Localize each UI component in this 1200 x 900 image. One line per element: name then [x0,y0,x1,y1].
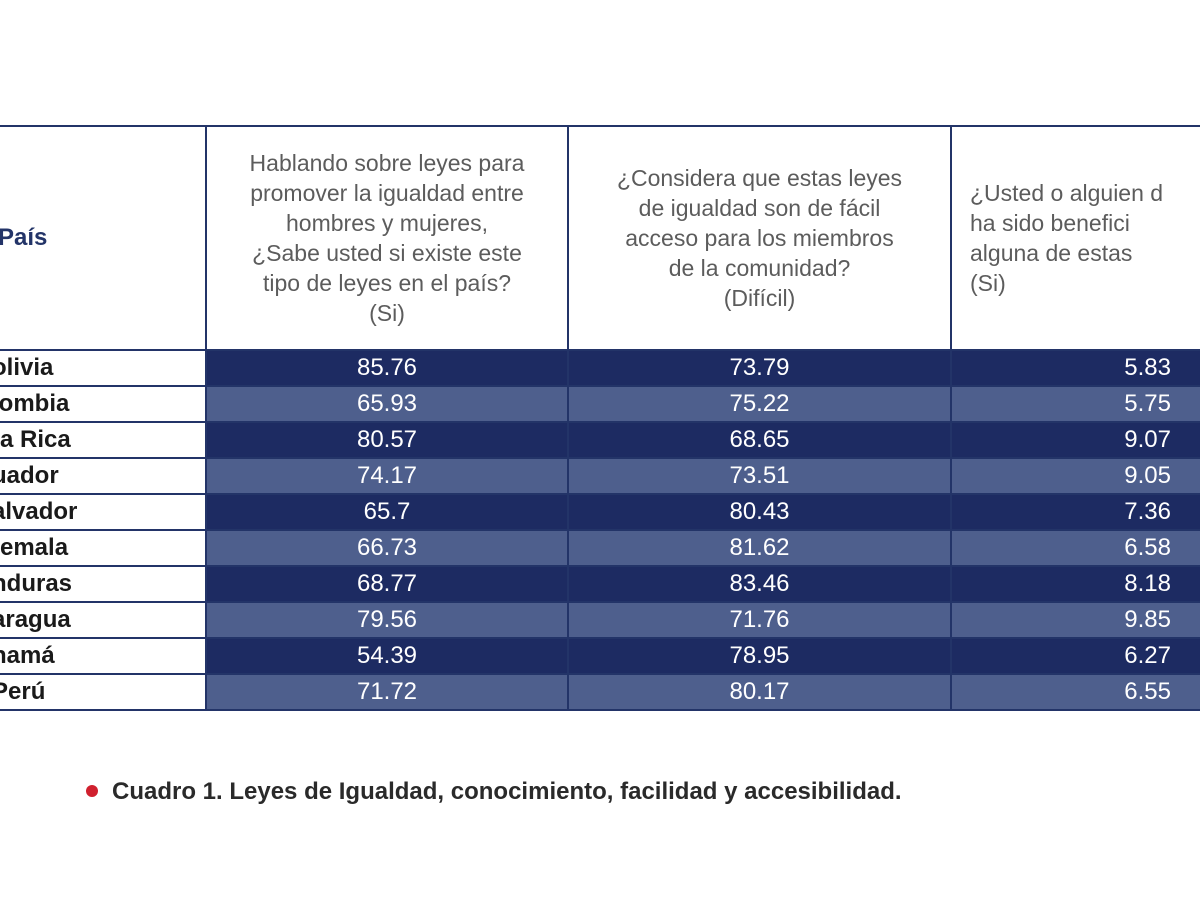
country-cell: namá [0,637,207,675]
q2-value-cell: 75.22 [567,385,952,423]
equality-laws-table: País Hablando sobre leyes para promover l… [0,125,1200,711]
q3-value-cell: 5.83 [950,349,1200,387]
q1-value-cell: 65.93 [205,385,569,423]
q2-value-cell: 80.43 [567,493,952,531]
q3-value-cell: 6.58 [950,529,1200,567]
header-line: promover la igualdad entre [250,180,524,206]
header-line: de igualdad son de fácil [638,195,881,221]
q2-value-cell: 81.62 [567,529,952,567]
q2-value-cell: 73.79 [567,349,952,387]
bullet-icon [86,784,98,797]
q1-value-cell: 85.76 [205,349,569,387]
q1-value-cell: 79.56 [205,601,569,639]
header-line: ¿Sabe usted si existe este [252,240,522,266]
country-cell: ta Rica [0,421,207,459]
q2-value-cell: 68.65 [567,421,952,459]
header-line: de la comunidad? [668,255,851,281]
q3-value-cell: 7.36 [950,493,1200,531]
country-cell: aragua [0,601,207,639]
country-cell: temala [0,529,207,567]
table-caption: Cuadro 1. Leyes de Igualdad, conocimient… [86,778,902,806]
q1-value-cell: 80.57 [205,421,569,459]
header-line: hombres y mujeres, [286,210,488,236]
q1-value-cell: 68.77 [205,565,569,603]
header-line: ¿Usted o alguien d [970,180,1164,206]
q2-value-cell: 73.51 [567,457,952,495]
q1-value-cell: 74.17 [205,457,569,495]
country-cell: Perú [0,673,207,711]
header-q1: Hablando sobre leyes para promover la igu… [205,125,568,351]
q3-value-cell: 9.07 [950,421,1200,459]
q3-value-cell: 5.75 [950,385,1200,423]
q3-value-cell: 9.85 [950,601,1200,639]
q1-value-cell: 66.73 [205,529,569,567]
q3-value-cell: 6.55 [950,673,1200,711]
table-row: alvador 65.7 80.43 7.36 [0,493,1200,531]
q3-value-cell: 9.05 [950,457,1200,495]
header-line: alguna de estas [970,240,1133,266]
header-line: ¿Considera que estas leyes [616,165,903,191]
header-line: (Difícil) [723,285,796,311]
header-line: tipo de leyes en el país? [262,270,512,296]
header-row: País Hablando sobre leyes para promover l… [0,125,1200,351]
country-cell: olivia [0,349,207,387]
table-row: nduras 68.77 83.46 8.18 [0,565,1200,603]
q2-value-cell: 80.17 [567,673,952,711]
header-line: (Si) [970,270,1006,296]
header-line: (Si) [369,300,405,326]
header-country: País [0,125,206,351]
header-line: acceso para los miembros [625,225,894,251]
header-q3: ¿Usted o alguien d ha sido benefici alguna… [950,125,1200,351]
q2-value-cell: 83.46 [567,565,952,603]
country-cell: nduras [0,565,207,603]
country-cell: uador [0,457,207,495]
q1-value-cell: 54.39 [205,637,569,675]
q3-value-cell: 6.27 [950,637,1200,675]
table-body: olivia85.7673.795.83lombia65.9375.225.75… [0,349,1200,711]
header-q2: ¿Considera que estas leyes de igualdad so… [567,125,951,351]
q3-value-cell: 8.18 [950,565,1200,603]
data-table-container: País Hablando sobre leyes para promover l… [0,125,1200,711]
q1-value-cell: 65.7 [205,493,569,531]
country-cell: alvador [0,493,207,531]
q1-value-cell: 71.72 [205,673,569,711]
q2-value-cell: 78.95 [567,637,952,675]
country-cell: lombia [0,385,207,423]
q2-value-cell: 71.76 [567,601,952,639]
caption-text: Cuadro 1. Leyes de Igualdad, conocimient… [112,778,902,805]
header-line: ha sido benefici [970,210,1130,236]
header-line: Hablando sobre leyes para [249,150,525,176]
